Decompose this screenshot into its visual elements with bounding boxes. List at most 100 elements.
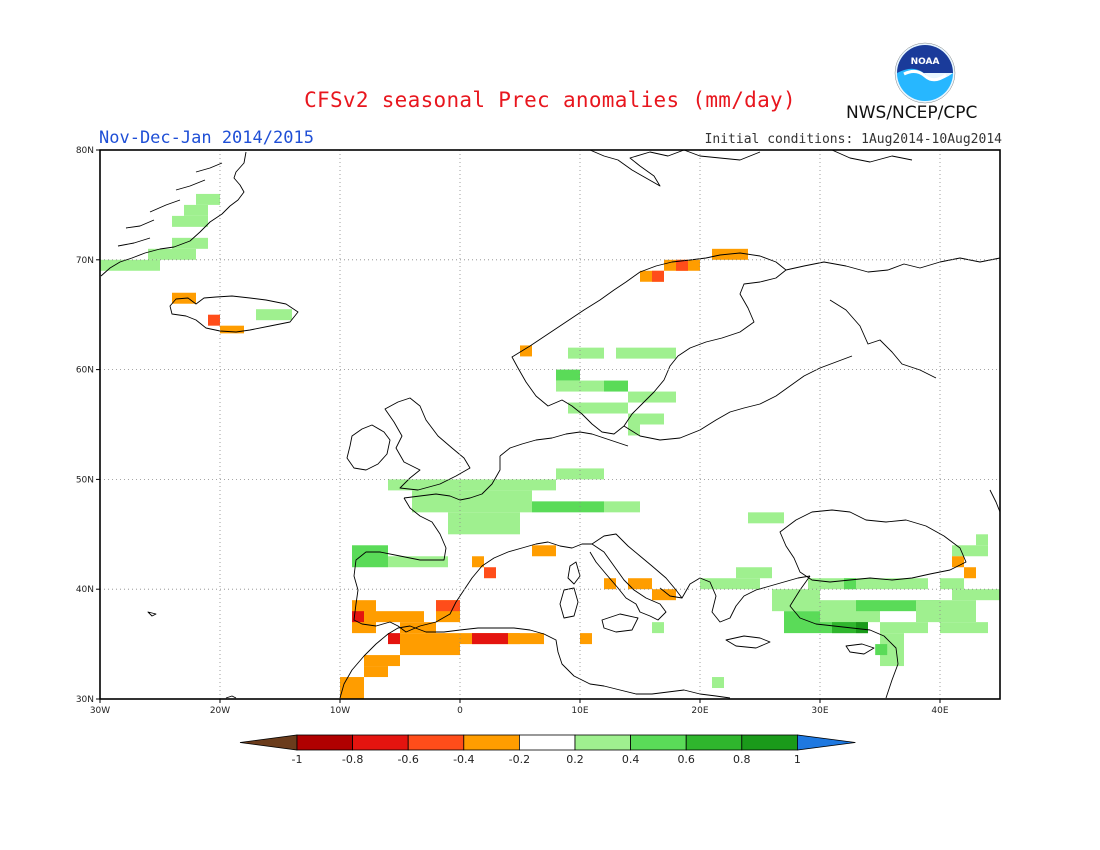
anomaly-cell (712, 677, 724, 689)
anomaly-cell (952, 556, 964, 568)
anomaly-cell (532, 545, 556, 557)
colorbar-label: 0.6 (677, 753, 695, 766)
latitude-label: 80N (76, 146, 94, 156)
map-title: CFSv2 seasonal Prec anomalies (mm/day) (304, 88, 796, 112)
longitude-labels: 30W 20W 10W 0 10E 20E 30E 40E (90, 699, 949, 716)
anomaly-cell (604, 501, 640, 513)
longitude-label: 10E (571, 706, 588, 716)
colorbar-label: -0.6 (397, 753, 418, 766)
anomaly-cell (940, 622, 988, 634)
anomaly-cell (400, 633, 460, 656)
anomaly-cell (676, 259, 688, 271)
anomaly-cell (856, 578, 928, 590)
anomaly-cell (376, 611, 424, 623)
colorbar-label: -0.4 (453, 753, 474, 766)
anomaly-cell (364, 666, 388, 678)
coastlines (100, 149, 1001, 699)
anomaly-cell (952, 545, 988, 557)
anomaly-cell (700, 578, 760, 590)
anomaly-cell (520, 345, 532, 357)
noaa-logo-icon: NOAA (894, 42, 956, 104)
colorbar-swatch (741, 734, 798, 751)
colorbar-swatch (463, 734, 520, 751)
anomaly-cell (875, 644, 888, 656)
anomaly-cell (940, 578, 964, 590)
map-frame (99, 149, 1001, 700)
colorbar-low-arrow (239, 734, 298, 751)
anomaly-cell (400, 622, 436, 634)
colorbar-label: -1 (292, 753, 303, 766)
anomaly-cell (556, 468, 604, 480)
anomaly-cell (472, 556, 484, 568)
colorbar-high-arrow (797, 734, 856, 751)
anomaly-cell (388, 633, 400, 645)
latitude-labels: 80N 70N 60N 50N 40N 30N (76, 146, 100, 705)
forecast-period: Nov-Dec-Jan 2014/2015 (99, 128, 314, 148)
anomaly-cell (448, 512, 520, 535)
anomaly-cell (352, 611, 364, 623)
anomaly-cell (568, 402, 628, 414)
anomaly-cell (628, 391, 676, 403)
colorbar-label: -0.8 (342, 753, 363, 766)
anomaly-cell (604, 380, 628, 392)
anomaly-cell (352, 545, 388, 568)
anomaly-cell (844, 578, 856, 590)
anomaly-cell (604, 578, 616, 590)
anomaly-cell (952, 589, 1000, 601)
anomaly-cell (220, 325, 244, 334)
anomaly-cell (808, 578, 856, 590)
colorbar-label: -0.2 (509, 753, 530, 766)
anomaly-cell (472, 479, 556, 491)
colorbar-label: 1 (794, 753, 801, 766)
colorbar-label: 0.2 (566, 753, 584, 766)
anomaly-cell (916, 600, 976, 623)
anomaly-cell (184, 204, 208, 216)
colorbar-swatch (519, 734, 576, 751)
anomaly-cell (172, 237, 208, 249)
colorbar-swatch (407, 734, 465, 751)
anomaly-cell (736, 567, 772, 579)
anomaly-cell (532, 501, 604, 513)
longitude-label: 10W (330, 706, 350, 716)
anomaly-cell (976, 534, 988, 546)
anomaly-cell (652, 589, 676, 601)
latitude-label: 30N (76, 695, 94, 705)
anomaly-cell (772, 589, 820, 612)
noaa-logo-text: NOAA (911, 57, 940, 67)
longitude-label: 20W (210, 706, 230, 716)
colorbar-swatch (574, 734, 631, 751)
anomaly-cell (652, 622, 664, 634)
anomaly-cell (196, 193, 220, 205)
initial-conditions: Initial conditions: 1Aug2014-10Aug2014 (704, 132, 1002, 147)
colorbar-swatch (352, 734, 409, 751)
anomaly-cell (472, 633, 508, 645)
anomaly-cell (172, 215, 208, 227)
anomaly-cell (568, 347, 604, 359)
anomaly-cell (880, 622, 928, 634)
anomaly-cell (856, 622, 868, 634)
anomaly-cell (652, 270, 664, 282)
anomaly-cell (580, 633, 592, 645)
longitude-label: 30W (90, 706, 110, 716)
anomaly-cell (616, 347, 676, 359)
latitude-label: 40N (76, 585, 94, 595)
colorbar-label: 0.8 (733, 753, 751, 766)
anomaly-cell (388, 479, 472, 491)
anomaly-cell (628, 424, 640, 436)
anomaly-cell (364, 655, 400, 667)
latitude-label: 60N (76, 366, 94, 376)
anomaly-cell (964, 567, 976, 579)
longitude-label: 30E (811, 706, 828, 716)
anomaly-cell (508, 633, 544, 645)
anomaly-cell (256, 309, 292, 321)
anomaly-cells (100, 193, 1000, 699)
anomaly-cell (340, 677, 364, 699)
anomaly-cell (628, 413, 664, 425)
longitude-label: 40E (931, 706, 948, 716)
longitude-label: 20E (691, 706, 708, 716)
anomaly-cell (412, 490, 532, 513)
colorbar-label: 0.4 (622, 753, 640, 766)
anomaly-cell (856, 600, 940, 612)
agency-label: NWS/NCEP/CPC (846, 103, 978, 123)
